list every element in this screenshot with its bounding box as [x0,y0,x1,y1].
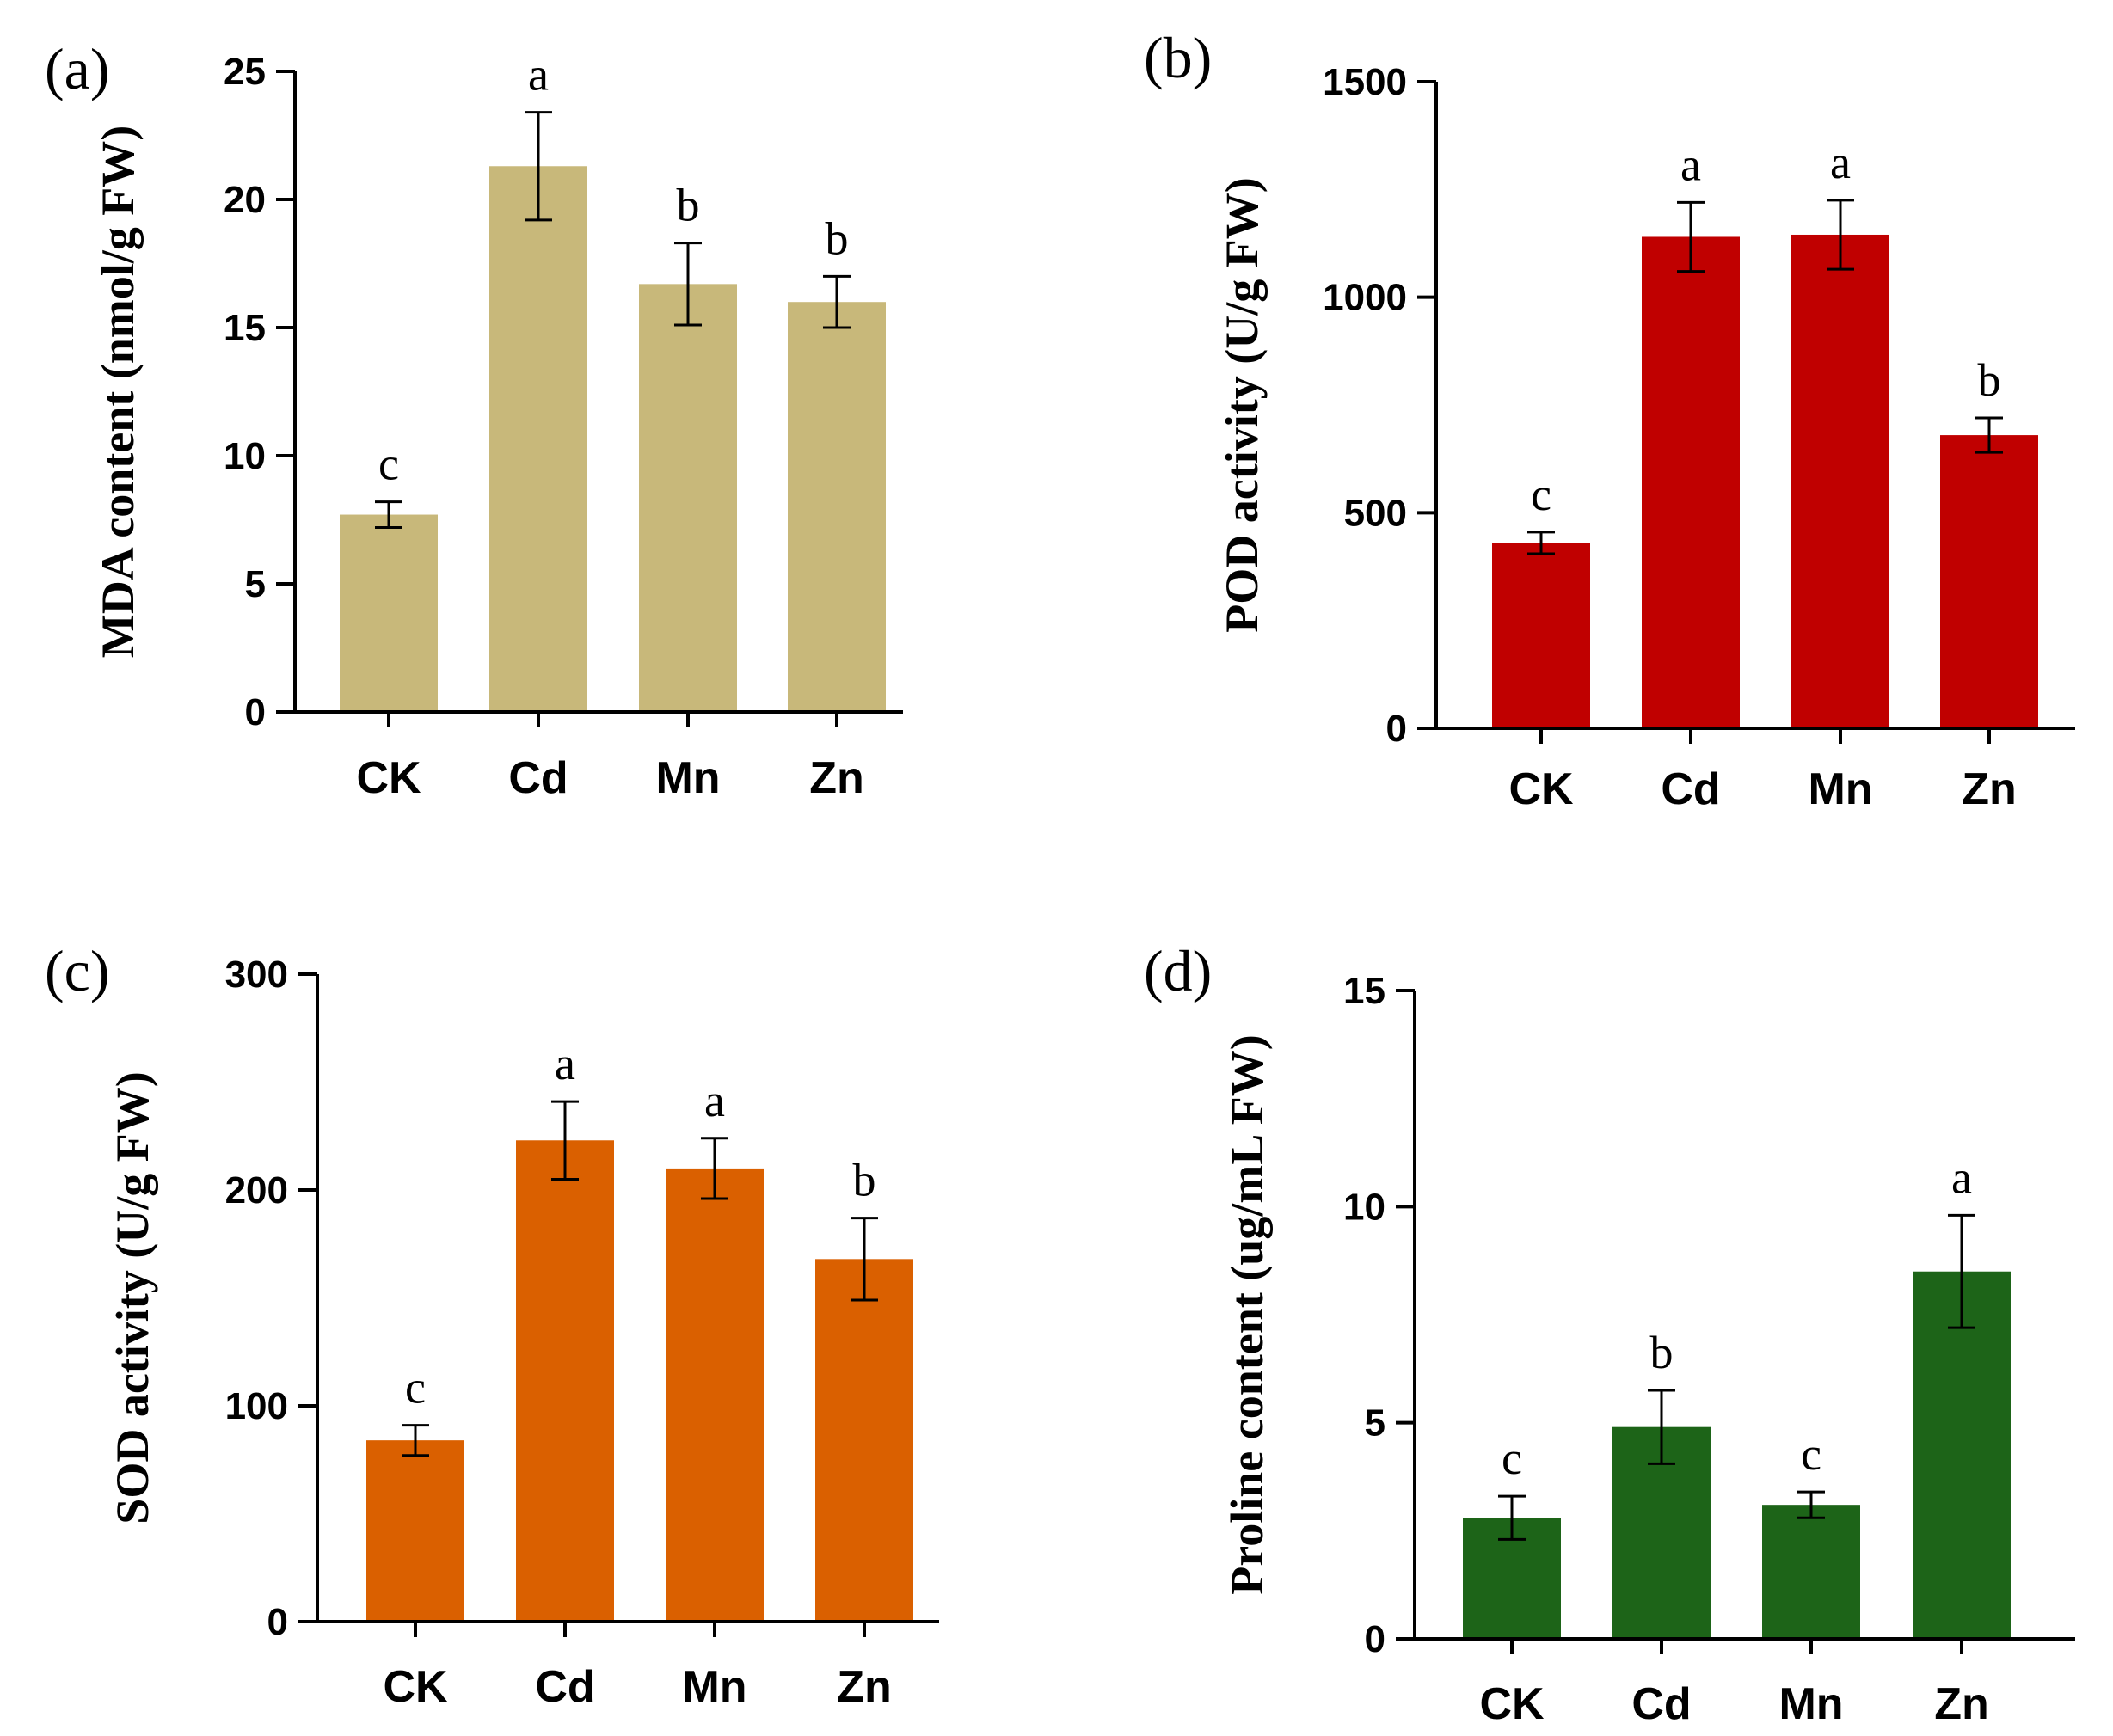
y-tick-label: 200 [225,1169,288,1212]
bar-mn [1762,1505,1860,1639]
y-tick-label: 300 [225,954,288,996]
significance-letter: a [555,1038,575,1089]
error-bar-ck [1498,1494,1526,1541]
category-label: CK [356,753,421,803]
panel-4: (d)Proline content (ug/mL FW) c CK b Cd c Mn a Z… [1144,938,2075,1729]
error-bar-zn [1948,1213,1975,1329]
category-label: Zn [837,1662,892,1712]
y-tick-label: 0 [1365,1618,1385,1660]
y-tick-label: 1000 [1323,277,1407,319]
significance-letter: a [528,49,549,101]
y-axis-label: MDA content (nmol/g FW) [92,126,144,658]
significance-letter: c [1502,1432,1522,1484]
y-tick-label: 10 [224,435,266,477]
error-bar-mn [701,1137,728,1200]
y-tick-label: 0 [267,1601,288,1643]
y-tick-label: 1500 [1323,61,1407,103]
bar-zn [1940,435,2038,728]
bar-zn [788,302,886,712]
bar-ck [340,514,438,712]
y-tick-label: 0 [245,691,266,733]
panel-label: (c) [45,938,109,1003]
significance-letter: b [1978,354,2001,406]
error-bar-ck [375,500,402,529]
significance-letter: a [1951,1151,1972,1203]
panel-2: (b) POD activity (U/g FW) c CK a Cd a Mn b Zn 0 500… [1144,25,2075,814]
bar-cd [489,166,587,712]
bar-mn [666,1168,764,1622]
bar-cd [516,1140,614,1622]
category-label: Cd [1631,1679,1691,1729]
category-label: Cd [1661,764,1720,814]
bar-ck [1492,543,1590,728]
error-bar-cd [551,1100,579,1181]
error-bar-zn [823,274,851,329]
y-tick-label: 15 [1343,970,1385,1012]
bar-ck [366,1440,464,1622]
category-label: CK [383,1662,448,1712]
panel-3: (c) SOD activity (U/g FW) c CK a Cd a Mn b Zn 0 100… [45,938,939,1712]
error-bar-mn [674,242,702,327]
category-label: CK [1479,1679,1545,1729]
y-tick-label: 100 [225,1385,288,1427]
bar-zn [815,1259,913,1622]
significance-letter: a [1830,137,1851,188]
error-bar-cd [525,111,552,222]
error-bar-ck [1527,531,1555,555]
significance-letter: c [1531,469,1551,520]
y-axis-label: Proline content (ug/mL FW) [1221,1034,1273,1594]
category-label: Cd [535,1662,594,1712]
error-bar-zn [1975,416,2003,454]
y-tick-label: 5 [245,563,266,605]
y-tick-label: 25 [224,51,266,93]
category-label: CK [1508,764,1574,814]
significance-letter: c [1801,1428,1821,1480]
significance-letter: b [677,180,700,231]
significance-letter: b [853,1155,876,1206]
bar-mn [1791,234,1889,728]
category-label: Mn [1808,764,1872,814]
significance-letter: a [704,1075,725,1126]
category-label: Mn [655,753,720,803]
category-label: Mn [1778,1679,1843,1729]
bar-mn [639,284,737,712]
panel-label: (d) [1144,938,1212,1003]
error-bar-mn [1827,199,1854,271]
error-bar-cd [1648,1389,1675,1465]
category-label: Mn [682,1662,746,1712]
bar-cd [1642,236,1740,729]
y-tick-label: 0 [1386,708,1407,750]
significance-letter: c [378,439,399,490]
error-bar-ck [402,1424,429,1457]
y-tick-label: 10 [1343,1186,1385,1228]
panel-label: (b) [1144,25,1212,90]
significance-letter: b [1650,1327,1674,1378]
panel-1: (a) MDA content (nmol/g FW) c CK a Cd b Mn b Zn 0 5… [45,36,903,803]
error-bar-cd [1677,200,1705,273]
y-tick-label: 500 [1344,492,1407,534]
y-axis-label: POD activity (U/g FW) [1216,177,1268,632]
error-bar-mn [1797,1490,1825,1519]
panel-label: (a) [45,36,109,101]
error-bar-zn [851,1217,878,1302]
category-label: Zn [809,753,864,803]
category-label: Zn [1962,764,2017,814]
significance-letter: a [1680,138,1701,190]
category-label: Cd [508,753,568,803]
bar-zn [1913,1271,2011,1639]
y-tick-label: 20 [224,179,266,221]
significance-letter: b [826,212,849,264]
y-axis-label: SOD activity (U/g FW) [107,1071,158,1524]
y-tick-label: 5 [1365,1402,1385,1445]
category-label: Zn [1934,1679,1989,1729]
y-tick-label: 15 [224,307,266,349]
significance-letter: c [405,1362,426,1414]
